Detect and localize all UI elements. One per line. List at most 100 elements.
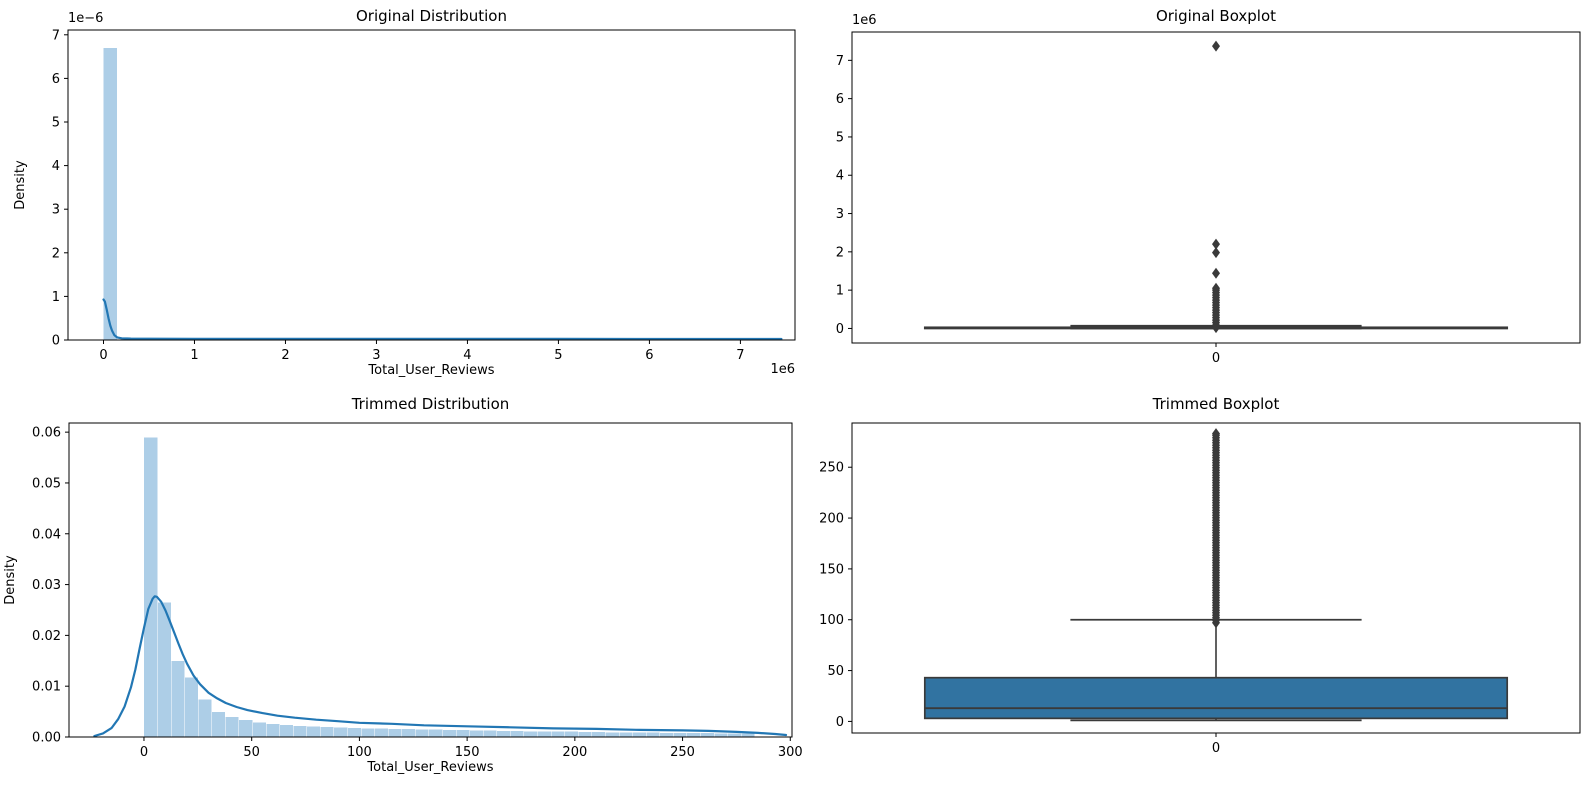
histogram-bar <box>360 727 375 738</box>
x-tick-label: 0 <box>1212 741 1220 756</box>
histogram-bar <box>143 436 158 738</box>
outlier-diamond <box>1212 267 1220 279</box>
y-axis: 0.00 0.01 0.02 0.03 0.04 0.05 0.06 <box>32 426 69 746</box>
histogram-bar <box>170 660 185 738</box>
y-tick-label: 6 <box>836 92 844 107</box>
y-tick-label: 0.05 <box>32 476 61 491</box>
histogram-bar <box>673 732 688 738</box>
histogram-bar <box>523 730 538 738</box>
x-tick-label: 100 <box>347 745 372 760</box>
outliers <box>1212 40 1220 334</box>
y-tick-label: 50 <box>827 664 844 679</box>
x-tick-label: 150 <box>455 745 480 760</box>
histogram-bar <box>279 724 294 738</box>
x-tick-label: 2 <box>281 348 289 363</box>
y-tick-label: 5 <box>836 130 844 145</box>
subplot-original-boxplot: Original Boxplot 0 0 1 2 3 4 5 6 7 1e6 <box>836 7 1581 366</box>
kde-curve <box>102 298 783 341</box>
histogram-bar <box>605 731 620 738</box>
x-tick-label: 300 <box>778 745 803 760</box>
y-tick-label: 2 <box>52 246 60 261</box>
histogram-bar <box>578 731 593 738</box>
y-tick-label: 7 <box>52 28 60 43</box>
y-tick-label: 0.06 <box>32 426 61 441</box>
histogram-bar <box>713 732 728 738</box>
subplot-trimmed-boxplot: Trimmed Boxplot 0 0 50 100 150 200 250 <box>819 395 1581 756</box>
histogram-bar <box>510 730 525 738</box>
x-tick-label: 250 <box>670 745 695 760</box>
y-offset-text: 1e6 <box>852 13 877 28</box>
chart-title: Original Boxplot <box>1156 7 1276 25</box>
histogram-bar <box>618 731 633 738</box>
x-tick-label: 6 <box>645 348 653 363</box>
y-tick-label: 150 <box>819 562 844 577</box>
histogram-bars <box>103 47 118 341</box>
histogram-bar <box>265 723 280 738</box>
outlier-diamond <box>1212 428 1220 440</box>
y-tick-label: 0.02 <box>32 629 61 644</box>
y-tick-label: 200 <box>819 512 844 527</box>
histogram-bar <box>428 729 443 738</box>
histogram-bar <box>496 730 511 738</box>
y-tick-label: 250 <box>819 461 844 476</box>
histogram-bar <box>645 732 660 738</box>
y-tick-label: 0.03 <box>32 578 61 593</box>
axes-frame <box>68 422 793 738</box>
y-tick-label: 0 <box>836 715 844 730</box>
histogram-bar <box>686 732 701 738</box>
x-tick-label: 4 <box>463 348 471 363</box>
histogram-bar <box>727 732 742 738</box>
histogram-bar <box>659 732 674 738</box>
y-tick-label: 5 <box>52 115 60 130</box>
outliers <box>1212 428 1220 629</box>
y-tick-label: 1 <box>52 290 60 305</box>
x-axis-label: Total_User_Reviews <box>367 363 494 378</box>
histogram-bar <box>238 719 253 738</box>
y-axis: 0 1 2 3 4 5 6 7 <box>836 54 852 337</box>
histogram-bar <box>550 731 565 738</box>
x-tick-label: 0 <box>1212 351 1220 366</box>
y-tick-label: 4 <box>836 169 844 184</box>
y-tick-label: 100 <box>819 613 844 628</box>
histogram-bars <box>143 436 755 738</box>
histogram-bar <box>632 732 647 738</box>
histogram-bar <box>211 711 226 738</box>
x-tick-label: 0 <box>99 348 107 363</box>
histogram-bar <box>483 730 498 738</box>
histogram-bar <box>455 729 470 738</box>
chart-title: Trimmed Distribution <box>351 395 510 413</box>
histogram-bar <box>157 602 172 738</box>
y-tick-label: 1 <box>836 284 844 299</box>
y-tick-label: 2 <box>836 245 844 260</box>
y-tick-label: 0.01 <box>32 680 61 695</box>
x-offset-text: 1e6 <box>770 362 795 377</box>
x-tick-label: 3 <box>372 348 380 363</box>
histogram-bar <box>347 727 362 738</box>
y-tick-label: 0.00 <box>32 731 61 746</box>
histogram-bar <box>198 699 213 738</box>
histogram-bar <box>184 676 199 738</box>
x-axis: 0 50 100 150 200 250 300 <box>140 737 803 760</box>
histogram-bar <box>306 726 321 738</box>
histogram-bar <box>103 47 118 341</box>
histogram-bar <box>700 732 715 738</box>
y-tick-label: 7 <box>836 54 844 69</box>
y-offset-text: 1e−6 <box>68 11 103 26</box>
y-tick-label: 3 <box>52 203 60 218</box>
x-tick-label: 1 <box>190 348 198 363</box>
histogram-bar <box>225 716 240 738</box>
subplot-trimmed-distribution: Trimmed Distribution 0 50 100 150 200 250 300 0.… <box>3 395 803 775</box>
x-tick-label: 5 <box>554 348 562 363</box>
histogram-bar <box>388 728 403 738</box>
outlier-diamond <box>1212 247 1220 259</box>
x-axis-label: Total_User_Reviews <box>366 760 493 775</box>
histogram-bar <box>320 726 335 738</box>
y-axis: 0 50 100 150 200 250 <box>819 461 852 730</box>
x-axis: 0 <box>1212 343 1220 366</box>
y-tick-label: 0 <box>52 334 60 349</box>
histogram-bar <box>415 728 430 738</box>
histogram-bar <box>293 725 308 738</box>
y-axis-label: Density <box>13 160 28 210</box>
